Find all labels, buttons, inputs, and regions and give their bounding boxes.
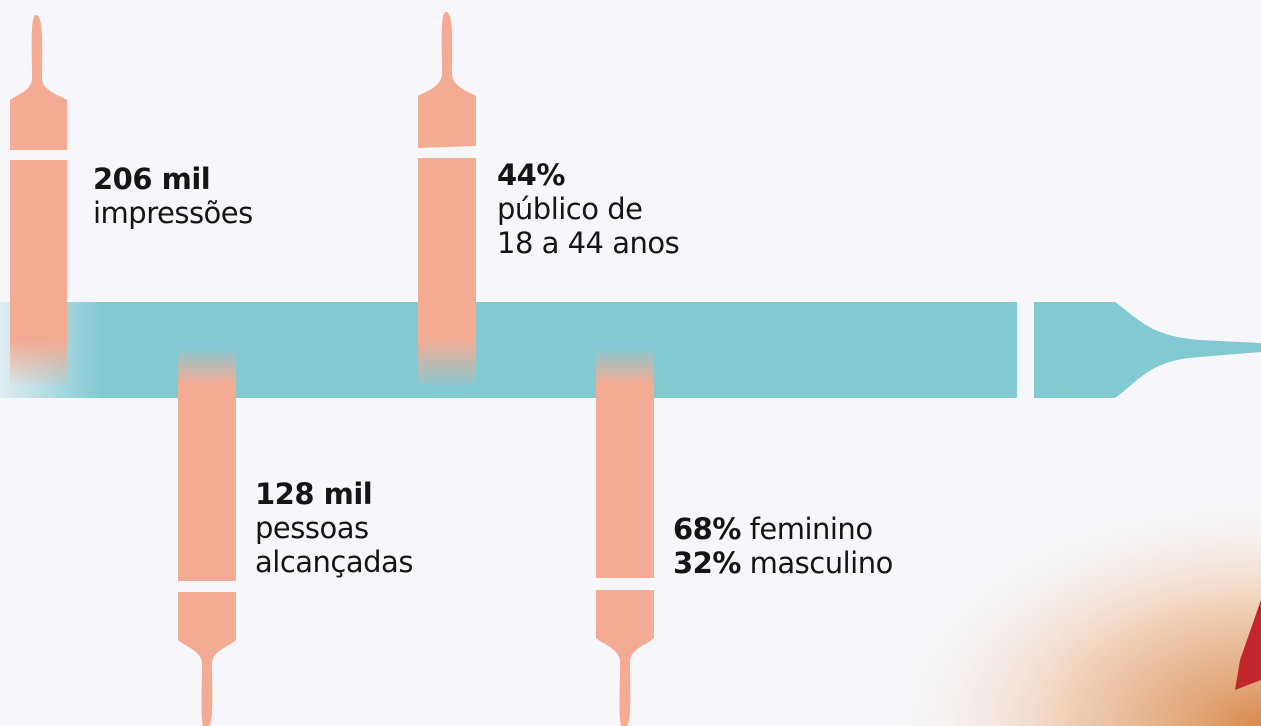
gender-label: masculino bbox=[750, 546, 893, 580]
stat-value: 44% bbox=[497, 158, 565, 192]
brush-handle bbox=[10, 15, 67, 150]
brush-bristles bbox=[10, 160, 67, 385]
brush-handle bbox=[418, 12, 476, 148]
stat-value: 128 mil bbox=[255, 477, 372, 511]
gender-block: 68% feminino 32% masculino bbox=[673, 512, 893, 580]
stat-label: impressões bbox=[93, 196, 253, 230]
gender-label: feminino bbox=[750, 512, 873, 546]
gender-value: 68% bbox=[673, 512, 741, 546]
stat-block: 44% público de 18 a 44 anos bbox=[497, 158, 679, 260]
stat-value: 206 mil bbox=[93, 162, 210, 196]
brush-handle bbox=[596, 590, 654, 726]
brush-handle bbox=[178, 592, 236, 726]
stat-block: 206 mil impressões bbox=[93, 162, 253, 230]
gender-value: 32% bbox=[673, 546, 741, 580]
stat-label: 18 a 44 anos bbox=[497, 226, 679, 260]
brush-bristles bbox=[596, 350, 654, 578]
brush-bristles bbox=[178, 350, 236, 581]
stat-label: pessoas bbox=[255, 511, 369, 545]
brush-bristles bbox=[418, 158, 476, 385]
stat-label: alcançadas bbox=[255, 545, 413, 579]
teal-bristles bbox=[0, 302, 1017, 398]
stat-label: público de bbox=[497, 192, 642, 226]
stat-block: 128 mil pessoas alcançadas bbox=[255, 477, 413, 579]
infographic: 206 mil impressões 44% público de 18 a 4… bbox=[0, 0, 1261, 726]
illustration bbox=[0, 0, 1261, 726]
